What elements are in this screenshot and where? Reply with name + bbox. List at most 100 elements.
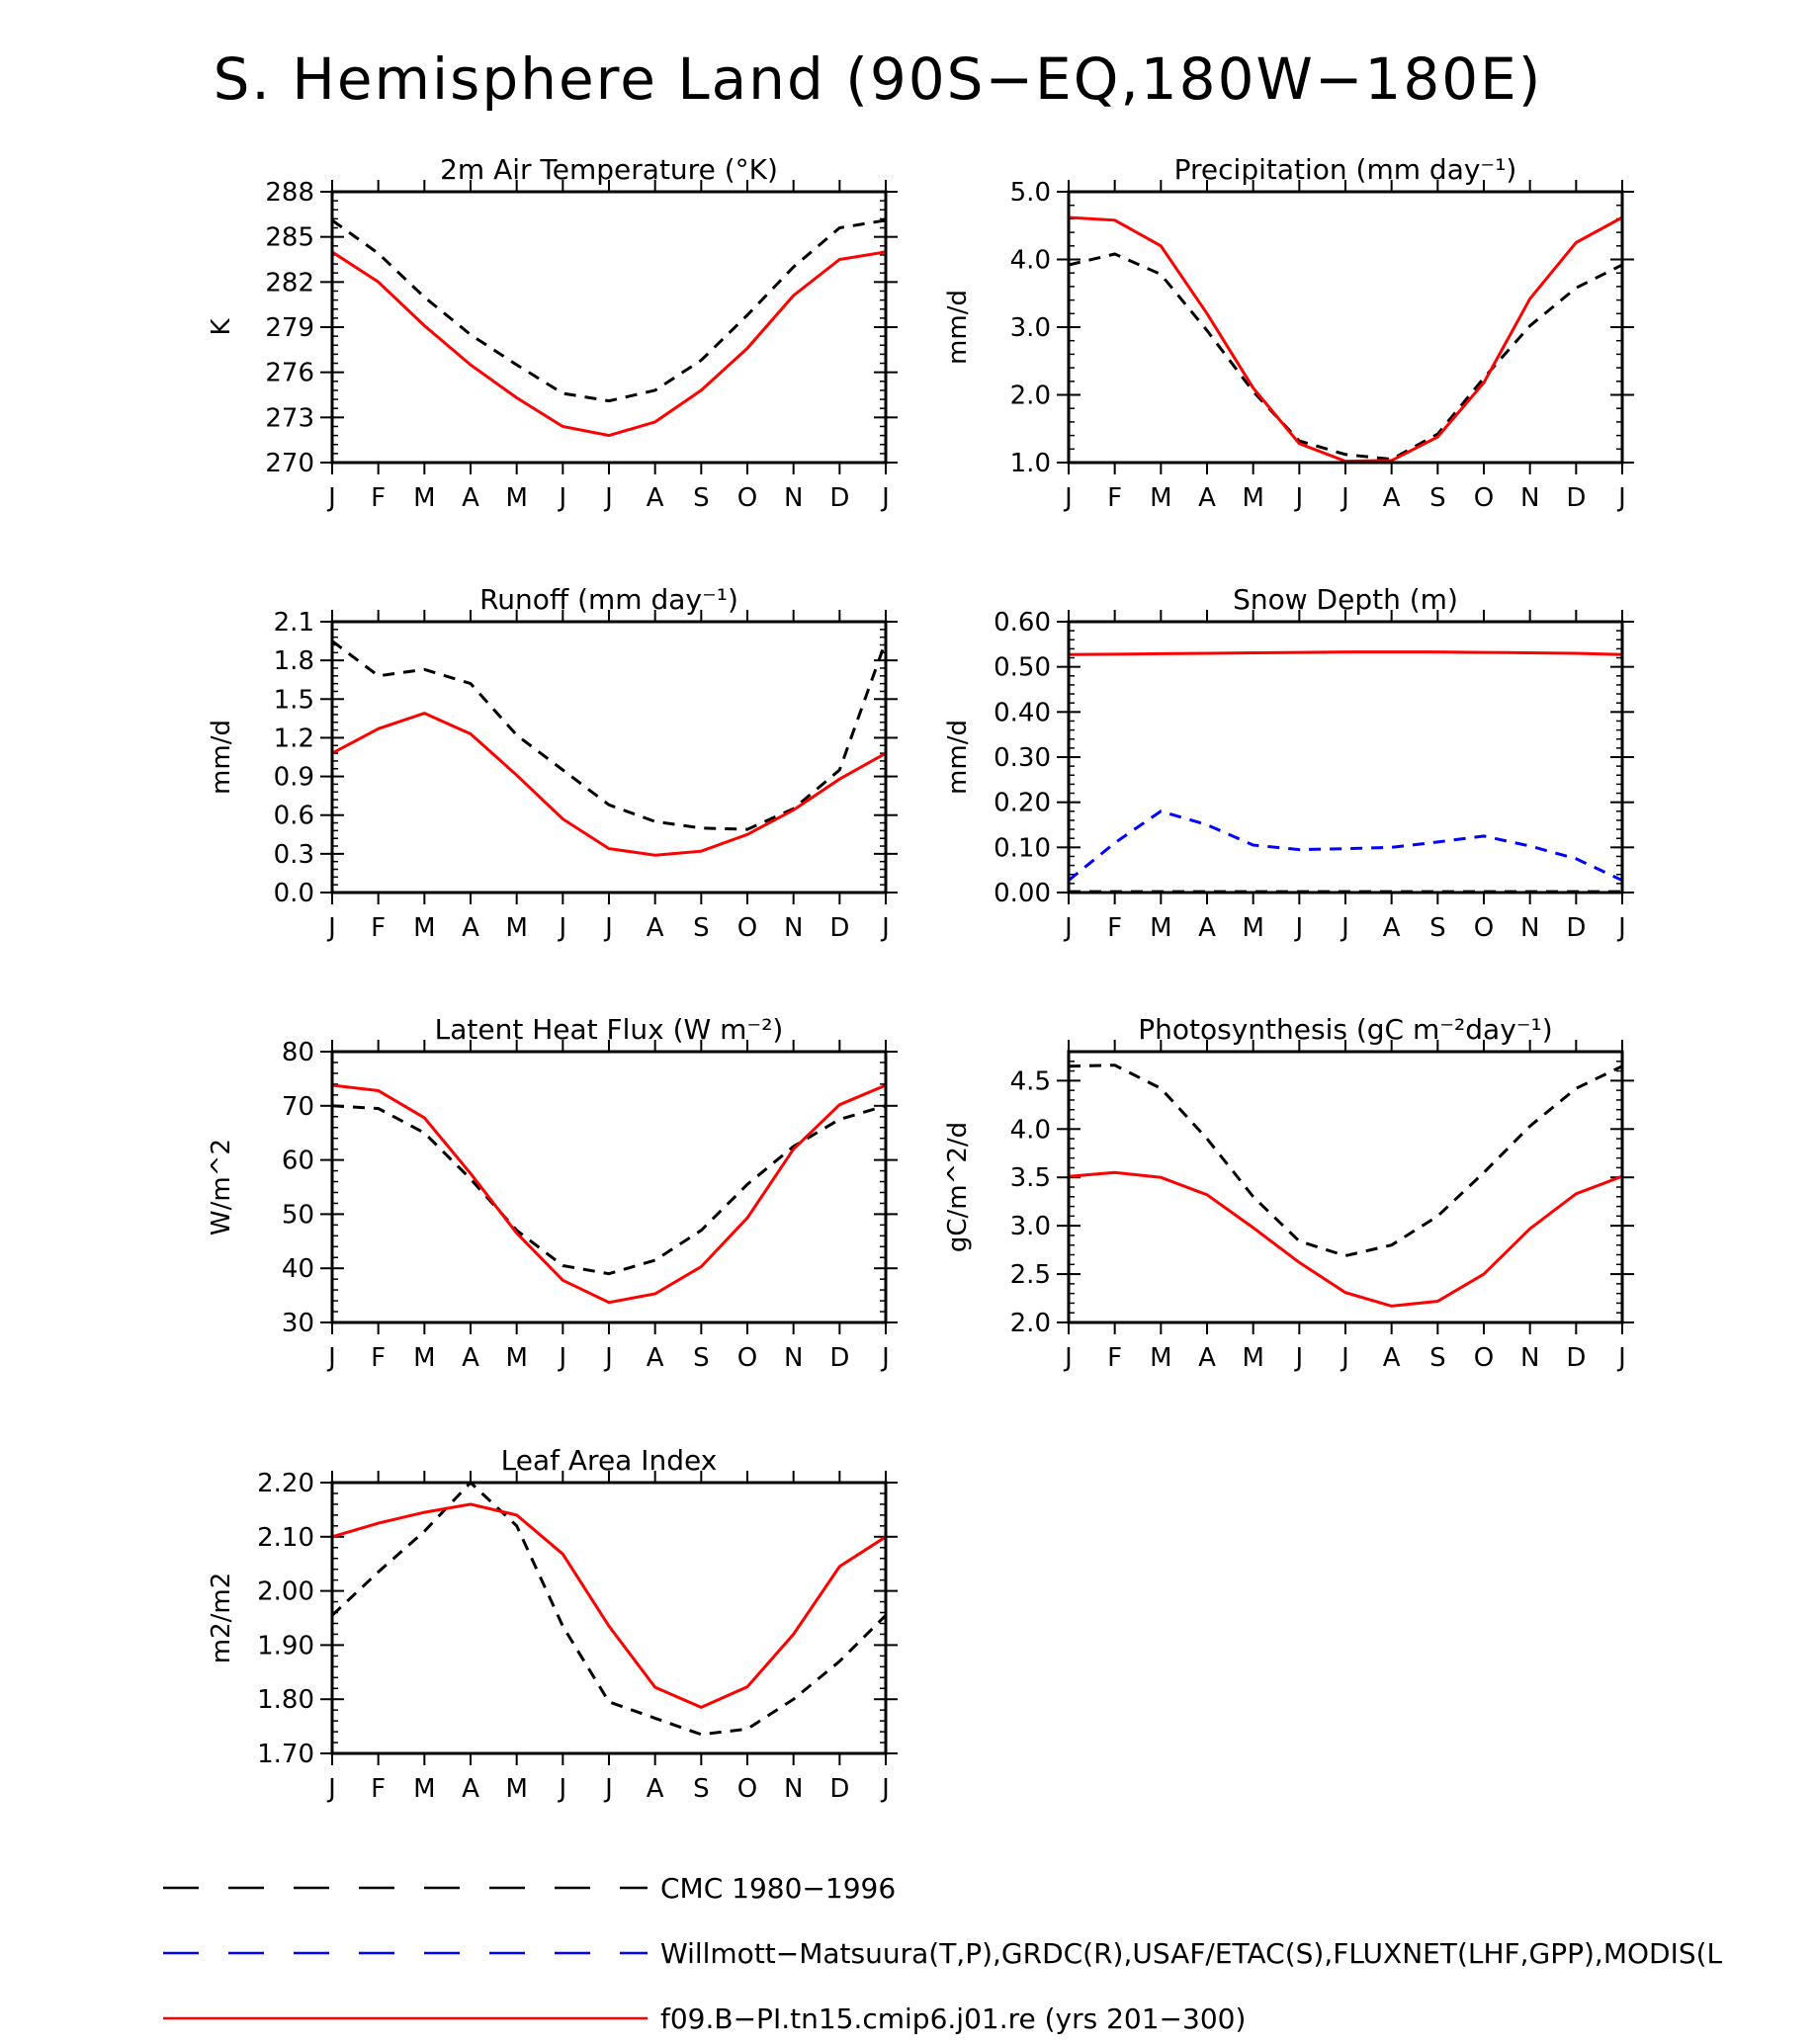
x-tick-label: A [462, 1343, 479, 1373]
y-axis-label: K [207, 318, 236, 336]
x-tick-label: J [880, 913, 890, 943]
y-tick-label: 3.0 [1010, 1212, 1051, 1241]
x-tick-label: N [784, 1343, 803, 1373]
y-tick-label: 0.50 [994, 653, 1051, 683]
x-tick-label: J [1340, 913, 1349, 943]
x-tick-label: A [647, 913, 664, 943]
x-tick-label: J [880, 1343, 890, 1373]
x-tick-label: D [829, 913, 849, 943]
x-tick-label: D [829, 1343, 849, 1373]
y-tick-label: 50 [282, 1200, 314, 1230]
y-tick-label: 5.0 [1010, 178, 1051, 208]
x-tick-label: J [1616, 1343, 1626, 1373]
y-tick-label: 4.5 [1010, 1066, 1051, 1096]
y-axis-label: gC/m^2/d [943, 1122, 973, 1252]
x-tick-label: D [1566, 913, 1586, 943]
y-tick-label: 60 [282, 1147, 314, 1176]
x-tick-label: J [1063, 483, 1073, 513]
x-tick-label: J [1063, 913, 1073, 943]
x-tick-label: S [693, 1343, 710, 1373]
y-tick-label: 4.0 [1010, 1115, 1051, 1145]
x-tick-label: N [784, 483, 803, 513]
x-tick-label: J [326, 913, 336, 943]
y-axis-label: mm/d [207, 720, 236, 795]
legend-entry-2: Willmott−Matsuura(T,P),GRDC(R),USAF/ETAC… [163, 1937, 1723, 1970]
x-tick-label: O [737, 483, 757, 513]
x-tick-label: M [1242, 483, 1263, 513]
plot-frame [330, 1050, 888, 1324]
y-tick-label: 2.0 [1010, 1309, 1051, 1338]
x-tick-label: M [1242, 1343, 1263, 1373]
series-line-1 [332, 1481, 886, 1737]
y-tick-label: 0.0 [274, 879, 314, 908]
x-tick-label: F [371, 1774, 386, 1804]
chart-panel-5: Latent Heat Flux (W m⁻²)W/m^2J F M A M J J A S O N… [207, 1013, 898, 1373]
x-tick-label: N [784, 1774, 803, 1804]
x-tick-label: J [603, 1343, 613, 1373]
x-tick-label: F [1107, 483, 1122, 513]
chart-panel-1: 2m Air Temperature (°K)KJ F M A M J J A S O N D J270… [207, 153, 898, 513]
legend-entry-1: CMC 1980−1996 [163, 1872, 896, 1905]
x-tick-label: J [326, 1774, 336, 1804]
x-tick-label: J [603, 913, 613, 943]
x-tick-label: D [1566, 1343, 1586, 1373]
y-tick-label: 0.00 [994, 879, 1051, 908]
x-tick-label: A [462, 483, 479, 513]
y-tick-label: 273 [265, 403, 314, 433]
legend-label: f09.B−PI.tn15.cmip6.j01.re (yrs 201−300) [660, 2002, 1246, 2035]
chart-panel-2: Precipitation (mm day⁻¹)mm/dJ F M A M J J A S O N D… [943, 153, 1634, 513]
y-tick-label: 0.30 [994, 743, 1051, 773]
x-tick-label: M [413, 1774, 435, 1804]
x-tick-label: J [880, 483, 890, 513]
x-tick-label: D [1566, 483, 1586, 513]
series-line-1 [332, 218, 886, 403]
x-tick-label: M [413, 483, 435, 513]
x-tick-label: J [326, 483, 336, 513]
y-tick-label: 0.40 [994, 698, 1051, 727]
y-tick-label: 279 [265, 313, 314, 343]
x-tick-label: N [1520, 913, 1539, 943]
y-axis-label: mm/d [943, 290, 973, 365]
x-tick-label: F [371, 913, 386, 943]
x-tick-label: M [1150, 483, 1171, 513]
series-line-1 [1069, 252, 1622, 462]
y-tick-label: 1.2 [274, 724, 314, 753]
y-tick-label: 3.5 [1010, 1163, 1051, 1193]
y-tick-label: 1.0 [1010, 449, 1051, 478]
y-tick-label: 0.20 [994, 789, 1051, 818]
x-tick-label: M [505, 1343, 527, 1373]
x-tick-label: J [1293, 1343, 1303, 1373]
y-tick-label: 40 [282, 1254, 314, 1284]
chart-panel-6: Photosynthesis (gC m⁻²day⁻¹)gC/m^2/dJ F M A… [943, 1013, 1634, 1373]
series-line-2 [332, 711, 886, 857]
plot-frame [330, 620, 888, 894]
x-tick-label: J [1616, 913, 1626, 943]
x-tick-label: J [880, 1774, 890, 1804]
x-tick-label: M [413, 1343, 435, 1373]
x-tick-label: A [1198, 1343, 1216, 1373]
series-line-2 [332, 1502, 886, 1710]
x-tick-label: J [557, 483, 566, 513]
y-tick-label: 70 [282, 1092, 314, 1122]
series-line-2 [1069, 809, 1622, 883]
x-tick-label: S [693, 483, 710, 513]
series-line-2 [332, 250, 886, 438]
x-tick-label: S [1429, 483, 1446, 513]
y-tick-label: 282 [265, 268, 314, 298]
x-tick-label: A [1198, 483, 1216, 513]
x-tick-label: F [371, 483, 386, 513]
x-tick-label: J [1340, 483, 1349, 513]
series-line-1 [332, 639, 886, 831]
x-tick-label: O [737, 913, 757, 943]
x-tick-label: S [693, 1774, 710, 1804]
x-tick-label: M [413, 913, 435, 943]
x-tick-label: N [1520, 483, 1539, 513]
legend-label: CMC 1980−1996 [660, 1872, 896, 1905]
x-tick-label: S [1429, 1343, 1446, 1373]
y-tick-label: 80 [282, 1038, 314, 1067]
legend: CMC 1980−1996 Willmott−Matsuura(T,P),GRDC… [163, 1872, 1723, 2035]
plot-frame [1067, 620, 1624, 894]
chart-panels: 2m Air Temperature (°K)KJ F M A M J J A S O N D J270… [207, 153, 1634, 1804]
y-tick-label: 270 [265, 449, 314, 478]
